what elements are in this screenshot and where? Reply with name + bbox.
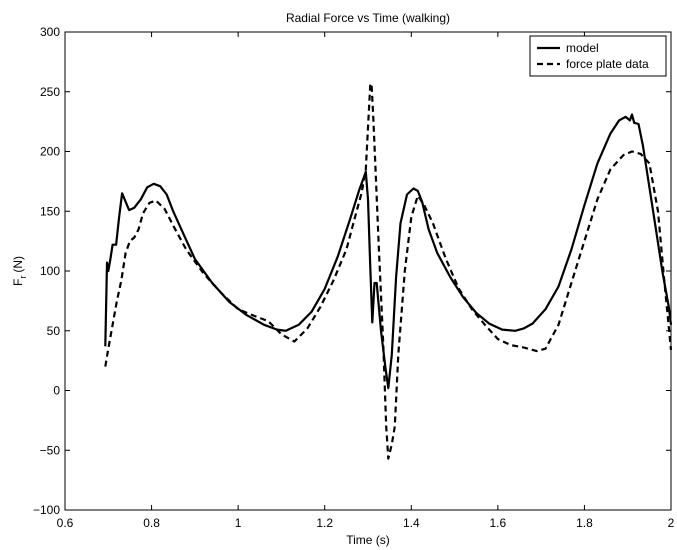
series-line-force-plate-data [104, 82, 673, 460]
y-tick-label: 200 [40, 145, 60, 159]
x-tick-label: 0.8 [143, 516, 160, 530]
y-axis-title-unit: (N) [11, 256, 25, 273]
x-tick-label: 1.4 [403, 516, 420, 530]
x-tick-label: 1.2 [316, 516, 333, 530]
plot-area-frame [64, 31, 672, 511]
x-tick-label: 2 [668, 516, 675, 530]
y-tick-label: 150 [40, 204, 60, 218]
y-tick-label: 50 [47, 324, 61, 338]
series-line-model [104, 113, 673, 390]
y-axis-title: Fr (N) [11, 256, 28, 286]
y-tick-label: 0 [53, 384, 60, 398]
legend: model force plate data [529, 35, 667, 77]
x-axis-title: Time (s) [346, 533, 390, 547]
legend-box [529, 35, 667, 77]
y-tick-label: 300 [40, 25, 60, 39]
y-tick-label: 250 [40, 85, 60, 99]
x-tick-label: 1.8 [576, 516, 593, 530]
x-tick-label: 1.6 [490, 516, 507, 530]
series-layer [104, 82, 673, 460]
x-tick-label: 0.6 [57, 516, 74, 530]
chart-title: Radial Force vs Time (walking) [286, 11, 450, 25]
x-tick-label: 1 [235, 516, 242, 530]
legend-label: force plate data [566, 57, 649, 71]
y-axis-title-main: F [11, 279, 25, 286]
y-tick-label: −50 [40, 443, 61, 457]
y-axis: −100 −50 0 50 100 150 200 250 300 [33, 25, 671, 517]
x-axis: 0.6 0.8 1 1.2 1.4 1.6 1.8 2 [57, 32, 675, 530]
y-tick-label: 100 [40, 264, 60, 278]
y-axis-title-subscript: r [18, 276, 28, 279]
y-tick-label: −100 [33, 503, 60, 517]
legend-label: model [566, 41, 599, 55]
